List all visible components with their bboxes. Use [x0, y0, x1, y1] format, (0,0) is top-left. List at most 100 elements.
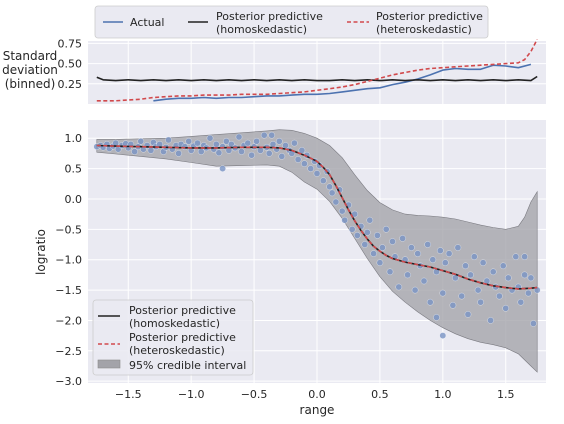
- top-panel: 0.25 0.50 0.75 Standard deviation (binned): [2, 37, 546, 104]
- observation-point: [467, 272, 473, 278]
- bottom-legend-homoskedastic-line2: (homoskedastic): [129, 317, 220, 330]
- observation-point: [462, 263, 468, 269]
- observation-point: [291, 140, 297, 146]
- observation-point: [249, 152, 255, 158]
- y-tick-label: 1.0: [65, 132, 83, 145]
- observation-point: [276, 138, 282, 144]
- observation-point: [308, 166, 314, 172]
- observation-point: [213, 141, 219, 147]
- top-ylabel-line1: Standard: [3, 49, 58, 63]
- observation-point: [490, 269, 496, 275]
- observation-point: [194, 140, 200, 146]
- observation-point: [198, 149, 204, 155]
- legend-label-actual: Actual: [130, 16, 164, 29]
- bottom-legend-heteroskedastic-line2: (heteroskedastic): [129, 344, 225, 357]
- observation-point: [530, 320, 536, 326]
- observation-point: [236, 134, 242, 140]
- y-tick-label: −1.5: [55, 284, 82, 297]
- x-tick-label: −1.5: [115, 388, 142, 401]
- observation-point: [400, 235, 406, 241]
- observation-point: [433, 314, 439, 320]
- observation-point: [186, 138, 192, 144]
- observation-point: [176, 150, 182, 156]
- y-tick-label: −2.0: [55, 314, 82, 327]
- observation-point: [465, 311, 471, 317]
- observation-point: [528, 275, 534, 281]
- y-axis-label: logratio: [34, 229, 48, 275]
- bottom-legend-heteroskedastic-line1: Posterior predictive: [129, 331, 236, 344]
- observation-point: [349, 226, 355, 232]
- bottom-panel: 1.00.50.0−0.5−1.0−1.5−2.0−2.5−3.0 −1.5 −1…: [34, 120, 546, 417]
- bottom-x-ticks: −1.5 −1.0 −0.5 0.0 0.5 1.0 1.5: [115, 388, 515, 401]
- observation-point: [459, 293, 465, 299]
- observation-point: [471, 254, 477, 260]
- observation-point: [500, 263, 506, 269]
- observation-point: [266, 150, 272, 156]
- legend-label-homoskedastic-line1: Posterior predictive: [216, 10, 323, 23]
- observation-point: [480, 260, 486, 266]
- observation-point: [408, 245, 414, 251]
- observation-point: [220, 144, 226, 150]
- top-y-tick-label: 0.75: [58, 37, 83, 50]
- observation-point: [216, 150, 222, 156]
- observation-point: [396, 284, 402, 290]
- observation-point: [295, 156, 301, 162]
- top-y-axis-label: Standard deviation (binned): [2, 49, 58, 91]
- x-tick-label: −1.0: [178, 388, 205, 401]
- legend-label-heteroskedastic-line1: Posterior predictive: [376, 10, 483, 23]
- observation-point: [421, 278, 427, 284]
- bottom-y-ticks: 1.0 0.5 0.0 −0.5 −1.0 −1.5 −2.0 −2.5 −3.0: [55, 132, 82, 388]
- observation-point: [182, 144, 188, 150]
- observation-point: [379, 245, 385, 251]
- observation-point: [522, 272, 528, 278]
- top-ylabel-line2: deviation: [2, 63, 58, 77]
- observation-point: [301, 161, 307, 167]
- top-y-ticks: 0.25 0.50 0.75: [58, 37, 83, 90]
- observation-point: [279, 153, 285, 159]
- observation-point: [254, 138, 260, 144]
- observation-point: [525, 290, 531, 296]
- x-tick-label: 0.0: [308, 388, 326, 401]
- observation-point: [442, 260, 448, 266]
- observation-point: [165, 137, 171, 143]
- top-y-tick-label: 0.50: [58, 58, 83, 71]
- observation-point: [257, 147, 263, 153]
- y-tick-label: 0.5: [65, 163, 83, 176]
- observation-point: [220, 166, 226, 172]
- observation-point: [238, 149, 244, 155]
- observation-point: [387, 269, 393, 275]
- legend-label-homoskedastic-line2: (homoskedastic): [216, 23, 307, 36]
- observation-point: [383, 226, 389, 232]
- y-tick-label: −1.0: [55, 254, 82, 267]
- observation-point: [342, 217, 348, 223]
- observation-point: [314, 170, 320, 176]
- observation-point: [405, 272, 411, 278]
- observation-point: [437, 248, 443, 254]
- observation-point: [450, 302, 456, 308]
- top-ylabel-line3: (binned): [5, 77, 56, 91]
- observation-point: [333, 199, 339, 205]
- x-tick-label: −0.5: [241, 388, 268, 401]
- y-tick-label: −2.5: [55, 345, 82, 358]
- observation-point: [207, 135, 213, 141]
- observation-point: [367, 217, 373, 223]
- legend-swatch-credible-interval: [98, 360, 120, 368]
- bottom-legend-credible-interval: 95% credible interval: [129, 359, 246, 372]
- observation-point: [513, 254, 519, 260]
- top-legend: Actual Posterior predictive (homoskedast…: [95, 6, 488, 38]
- observation-point: [362, 241, 368, 247]
- observation-point: [364, 229, 370, 235]
- observation-point: [478, 299, 484, 305]
- observation-point: [245, 140, 251, 146]
- observation-point: [488, 317, 494, 323]
- y-tick-label: 0.0: [65, 193, 83, 206]
- observation-point: [475, 287, 481, 293]
- observation-point: [430, 257, 436, 263]
- observation-point: [425, 241, 431, 247]
- x-tick-label: 1.0: [434, 388, 452, 401]
- observation-point: [377, 260, 383, 266]
- observation-point: [320, 178, 326, 184]
- observation-point: [329, 190, 335, 196]
- observation-point: [440, 333, 446, 339]
